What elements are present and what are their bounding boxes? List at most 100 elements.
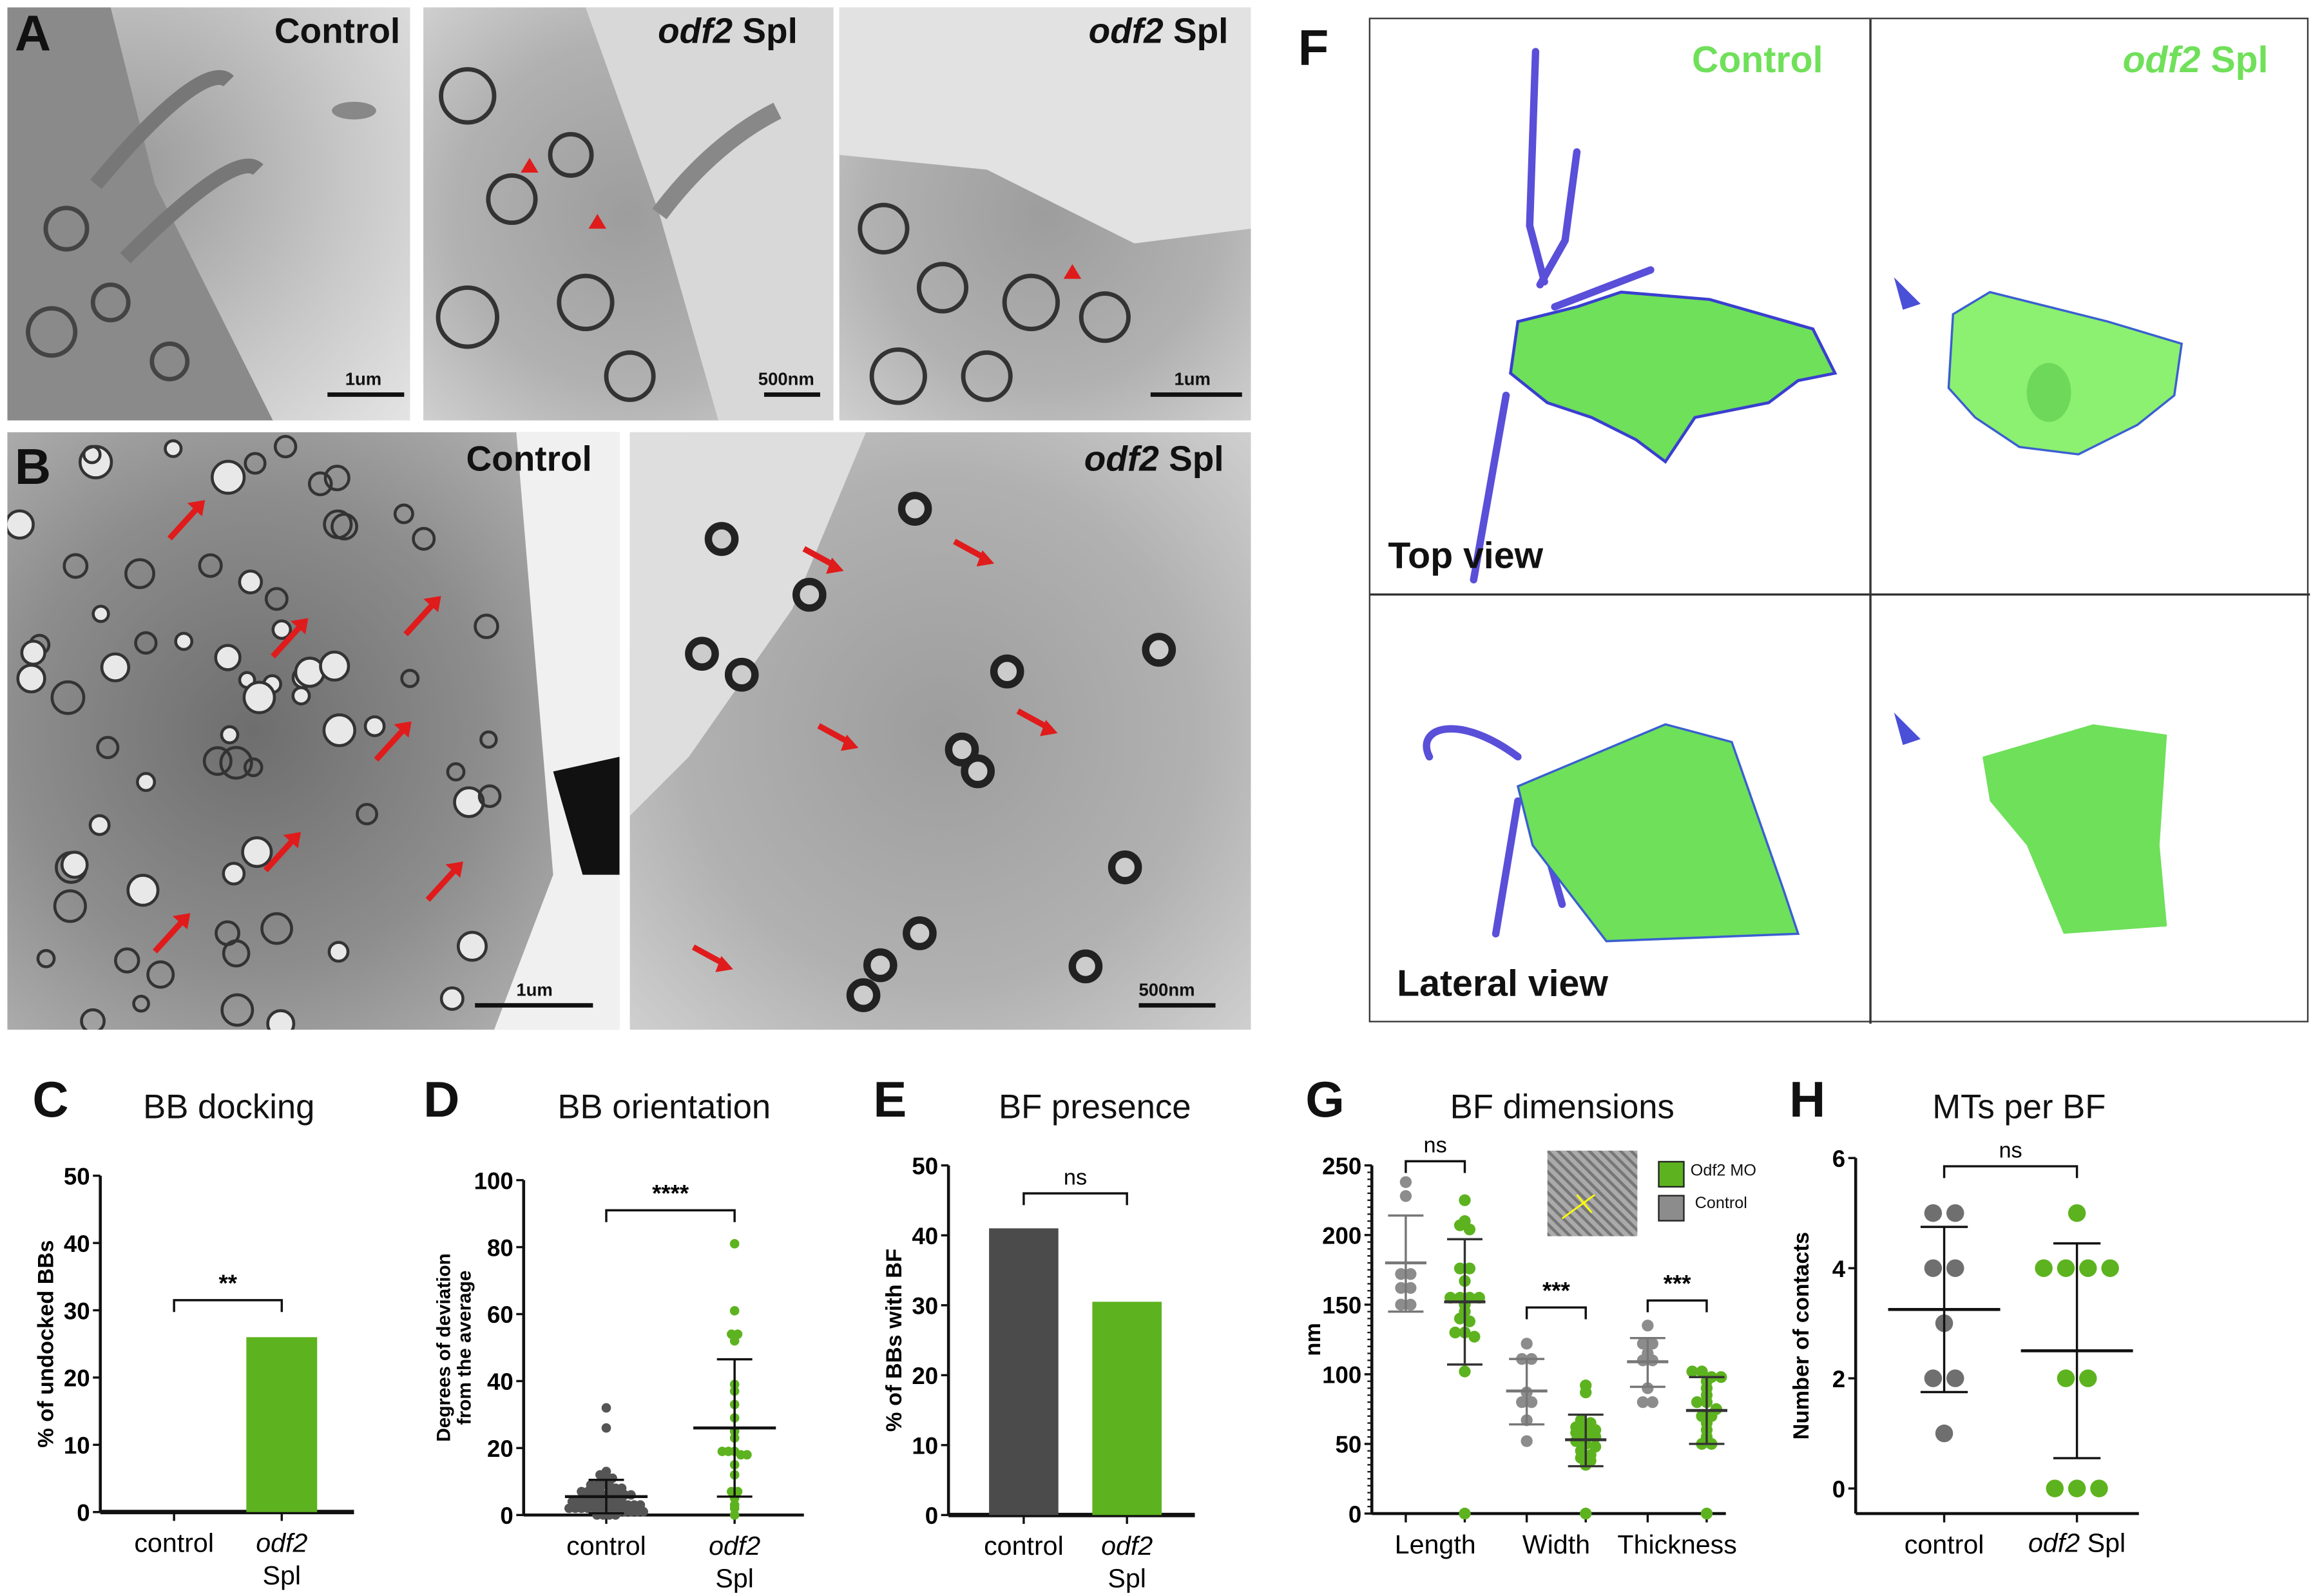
significance-bracket xyxy=(1405,1160,1466,1173)
organelle xyxy=(477,784,502,809)
organelle xyxy=(439,986,465,1011)
basal-body xyxy=(945,732,979,767)
y-tick-label: 50 xyxy=(64,1163,90,1189)
data-point xyxy=(1696,1410,1708,1422)
chart-D: 0 20 40 60 80 100 Degrees of deviation from the… xyxy=(433,1168,804,1593)
x-tick-label: Length xyxy=(1395,1530,1476,1559)
organelle xyxy=(264,587,289,611)
organelle xyxy=(91,604,110,623)
basal-body xyxy=(724,657,759,692)
y-tick-label: 40 xyxy=(912,1223,938,1249)
data-point xyxy=(2057,1369,2075,1387)
red-arrow-icon xyxy=(1040,720,1058,736)
data-point xyxy=(1700,1507,1713,1520)
y-tick-label: 0 xyxy=(925,1503,938,1529)
red-arrow-icon xyxy=(394,721,412,738)
chart-title: BB orientation xyxy=(557,1087,771,1126)
red-arrow-icon xyxy=(271,622,305,659)
organelle xyxy=(36,948,56,968)
data-point xyxy=(2079,1259,2097,1277)
y-tick-label: 0 xyxy=(1348,1501,1361,1528)
legend-swatch-control xyxy=(1658,1195,1685,1222)
red-arrow-icon xyxy=(423,595,441,613)
y-axis-label: from the average xyxy=(454,1271,475,1425)
data-point xyxy=(601,1423,611,1433)
x-tick-label: odf2 xyxy=(1101,1531,1153,1561)
data-point xyxy=(733,1329,743,1339)
organelle xyxy=(220,725,240,745)
scale-bar xyxy=(1150,392,1242,397)
chart-E: 0 10 20 30 40 50 % of BBs with BF control odf2 Sp… xyxy=(882,1153,1195,1593)
data-point xyxy=(1395,1282,1407,1294)
bar xyxy=(246,1337,318,1512)
data-point xyxy=(2101,1259,2119,1277)
data-point xyxy=(2068,1204,2086,1222)
chart-title: BB docking xyxy=(143,1087,315,1126)
organelle xyxy=(244,452,267,475)
data-point xyxy=(626,1490,636,1500)
x-tick-label: Thickness xyxy=(1617,1530,1736,1559)
data-point xyxy=(1521,1435,1533,1447)
organelle xyxy=(479,730,498,749)
organelle xyxy=(456,930,488,962)
organelle xyxy=(146,960,175,989)
data-point xyxy=(1521,1338,1533,1350)
basal-body xyxy=(1068,949,1103,984)
significance-label: ns xyxy=(1999,1138,2022,1162)
data-point xyxy=(1463,1315,1476,1327)
organelle xyxy=(271,619,293,640)
red-arrow-icon xyxy=(976,550,995,567)
y-tick-label: 100 xyxy=(474,1168,513,1194)
y-tick-label: 20 xyxy=(912,1363,938,1389)
data-point xyxy=(2057,1259,2075,1277)
organelle xyxy=(242,680,276,715)
organelle xyxy=(307,471,333,497)
data-point xyxy=(1646,1396,1658,1409)
3d-renderings xyxy=(1370,19,2310,1024)
organelle xyxy=(80,1008,106,1030)
organelle xyxy=(174,631,194,651)
panel-letter: G xyxy=(1305,1072,1345,1129)
data-point xyxy=(1405,1282,1417,1294)
basal-body xyxy=(704,522,739,556)
data-point xyxy=(1405,1298,1417,1311)
significance-bracket xyxy=(1525,1306,1587,1320)
organelle xyxy=(50,680,86,715)
data-point xyxy=(729,1239,740,1249)
organelle xyxy=(7,509,35,540)
organelle xyxy=(238,569,264,595)
em-label: odf2 Spl xyxy=(1084,439,1224,480)
data-point xyxy=(601,1466,611,1477)
organelle xyxy=(220,993,254,1027)
row-label-lateral-view: Lateral view xyxy=(1397,963,1608,1005)
significance-bracket xyxy=(1943,1165,2078,1178)
organelle xyxy=(323,509,353,539)
panel-letter: E xyxy=(873,1072,907,1129)
organelle xyxy=(126,874,160,907)
x-tick-label: control xyxy=(566,1531,646,1561)
data-point xyxy=(1935,1424,1953,1443)
red-arrow-icon xyxy=(263,836,298,872)
y-tick-label: 0 xyxy=(1832,1476,1845,1503)
organelle xyxy=(273,434,298,459)
organelle xyxy=(393,503,414,524)
organelle xyxy=(474,613,499,639)
data-point xyxy=(1459,1507,1471,1520)
measurement-lines-icon xyxy=(1561,1194,1595,1220)
red-arrow-icon xyxy=(374,725,408,762)
organelle xyxy=(96,736,120,760)
organelle xyxy=(222,861,246,886)
3d-render-grid: Control odf2 Spl Top view Lateral view xyxy=(1368,17,2310,1024)
significance-bracket xyxy=(173,1299,283,1312)
basal-body xyxy=(903,916,937,950)
red-arrow-icon xyxy=(172,913,191,930)
significance-label: **** xyxy=(652,1180,689,1207)
scale-label: 500nm xyxy=(758,369,814,390)
y-tick-label: 60 xyxy=(487,1302,513,1328)
data-point xyxy=(1584,1417,1597,1429)
em-label: odf2 Spl xyxy=(658,12,798,52)
organelle xyxy=(241,836,273,869)
y-tick-label: 0 xyxy=(77,1499,90,1526)
